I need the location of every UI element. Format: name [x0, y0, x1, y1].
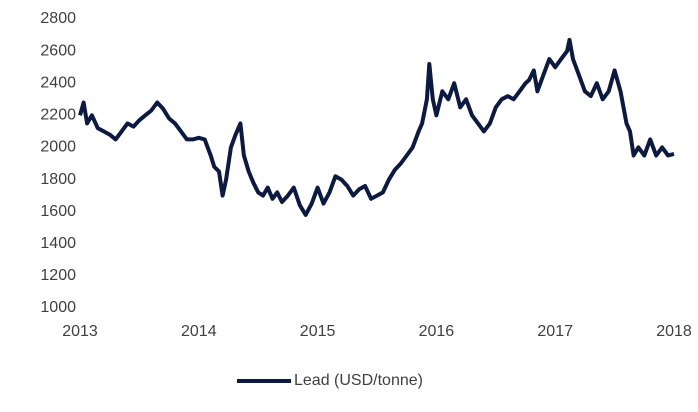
- x-tick-label: 2016: [419, 323, 455, 340]
- x-tick-label: 2018: [656, 323, 692, 340]
- y-tick-label: 2400: [40, 74, 76, 91]
- legend-label: Lead (USD/tonne): [294, 372, 423, 389]
- y-tick-label: 1800: [40, 171, 76, 188]
- x-tick-label: 2013: [62, 323, 98, 340]
- y-tick-label: 1600: [40, 203, 76, 220]
- y-tick-label: 2800: [40, 10, 76, 27]
- y-tick-label: 2000: [40, 139, 76, 156]
- x-tick-label: 2014: [181, 323, 217, 340]
- line: [78, 37, 675, 217]
- x-tick-label: 2015: [300, 323, 336, 340]
- y-tick-label: 2200: [40, 107, 76, 124]
- y-tick-label: 1000: [40, 299, 76, 316]
- x-tick-label: 2017: [537, 323, 573, 340]
- y-tick-label: 2600: [40, 42, 76, 59]
- y-tick-label: 1200: [40, 267, 76, 284]
- y-tick-label: 1400: [40, 235, 76, 252]
